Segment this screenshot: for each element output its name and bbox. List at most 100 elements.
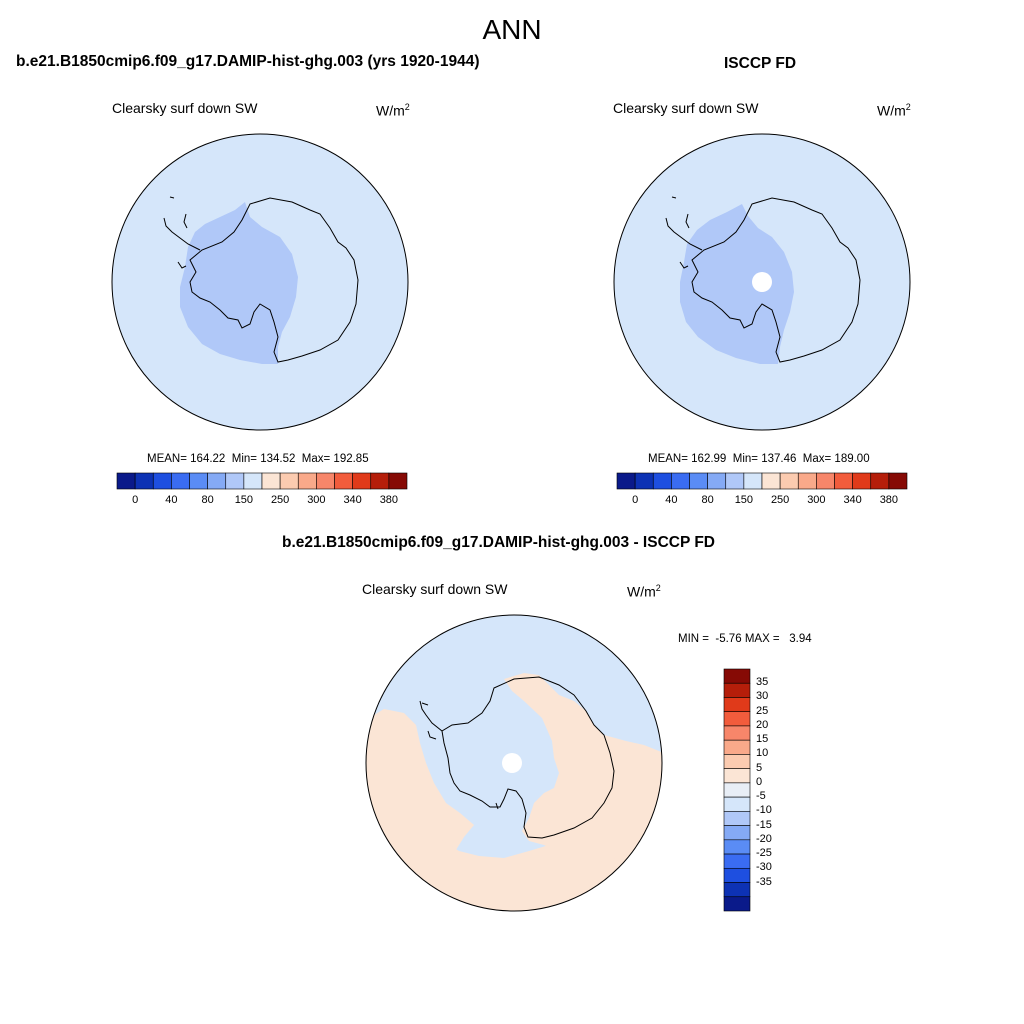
diff-panel-title: b.e21.B1850cmip6.f09_g17.DAMIP-hist-ghg.… bbox=[282, 534, 715, 551]
colorbar-swatch bbox=[723, 725, 751, 741]
colorbar-swatch bbox=[723, 839, 751, 855]
colorbar-tick-label: 150 bbox=[734, 494, 754, 506]
colorbar-swatch bbox=[297, 472, 317, 490]
colorbar-tick-label: -35 bbox=[756, 875, 772, 888]
colorbar-tick-label: 0 bbox=[756, 775, 763, 788]
obs-units-label: W/m2 bbox=[877, 102, 911, 119]
obs-map-border bbox=[613, 133, 911, 431]
model-peninsula bbox=[163, 217, 201, 251]
colorbar-tick-label: 10 bbox=[756, 747, 769, 760]
colorbar-swatch bbox=[723, 782, 751, 798]
colorbar-swatch bbox=[279, 472, 299, 490]
colorbar-swatch bbox=[816, 472, 835, 490]
obs-low-region bbox=[680, 204, 794, 364]
diff-units-label: W/m2 bbox=[627, 583, 661, 600]
obs-colorbar bbox=[616, 472, 908, 490]
diff-peninsula bbox=[419, 700, 443, 732]
colorbar-swatch bbox=[616, 472, 636, 490]
colorbar-swatch bbox=[171, 472, 190, 490]
colorbar-tick-label: 250 bbox=[770, 494, 790, 506]
model-low-region bbox=[180, 202, 298, 364]
colorbar-swatch bbox=[723, 811, 751, 826]
colorbar-tick-label: -5 bbox=[756, 790, 766, 803]
obs-missing-pole bbox=[752, 272, 772, 292]
colorbar-tick-label: 40 bbox=[665, 494, 678, 506]
colorbar-tick-label: 25 bbox=[756, 704, 769, 717]
model-colorbar bbox=[116, 472, 408, 490]
colorbar-swatch bbox=[671, 472, 690, 490]
model-stats: MEAN= 164.22 Min= 134.52 Max= 192.85 bbox=[147, 453, 369, 465]
colorbar-swatch bbox=[261, 472, 281, 490]
colorbar-tick-label: 300 bbox=[807, 494, 826, 506]
diff-positive-south bbox=[424, 828, 624, 911]
colorbar-swatch bbox=[723, 668, 751, 684]
colorbar-swatch bbox=[723, 682, 751, 698]
colorbar-tick-label: 80 bbox=[201, 494, 214, 506]
model-islands bbox=[169, 196, 188, 269]
colorbar-swatch bbox=[689, 472, 708, 490]
colorbar-swatch bbox=[352, 472, 372, 490]
colorbar-tick-label: 380 bbox=[879, 494, 899, 506]
colorbar-swatch bbox=[243, 472, 263, 490]
colorbar-swatch bbox=[725, 472, 745, 490]
colorbar-tick-label: -25 bbox=[756, 847, 772, 860]
colorbar-tick-label: 380 bbox=[379, 494, 399, 506]
diff-map-border bbox=[365, 614, 663, 912]
colorbar-swatch bbox=[723, 825, 751, 841]
model-map bbox=[111, 133, 409, 431]
colorbar-swatch bbox=[388, 472, 408, 490]
colorbar-swatch bbox=[316, 472, 335, 490]
colorbar-tick-label: 250 bbox=[270, 494, 290, 506]
colorbar-tick-label: 340 bbox=[843, 494, 862, 506]
colorbar-swatch bbox=[225, 472, 245, 490]
colorbar-swatch bbox=[152, 472, 172, 490]
colorbar-tick-label: 0 bbox=[632, 494, 639, 506]
colorbar-swatch bbox=[723, 896, 751, 912]
colorbar-swatch bbox=[870, 472, 890, 490]
colorbar-tick-label: -30 bbox=[756, 861, 772, 874]
colorbar-swatch bbox=[723, 853, 751, 869]
colorbar-tick-label: -20 bbox=[756, 832, 772, 845]
colorbar-swatch bbox=[723, 867, 751, 883]
colorbar-swatch bbox=[888, 472, 908, 490]
figure-title: ANN bbox=[482, 14, 542, 45]
diff-coastline bbox=[441, 676, 615, 839]
colorbar-swatch bbox=[723, 796, 751, 812]
colorbar-swatch bbox=[723, 739, 751, 755]
colorbar-swatch bbox=[134, 472, 154, 490]
colorbar-tick-label: 20 bbox=[756, 718, 769, 731]
obs-coastline bbox=[691, 197, 861, 363]
colorbar-swatch bbox=[797, 472, 817, 490]
diff-colorbar bbox=[723, 668, 751, 912]
colorbar-tick-label: 15 bbox=[756, 733, 769, 746]
diff-positive-patch bbox=[379, 648, 385, 662]
model-panel-title: b.e21.B1850cmip6.f09_g17.DAMIP-hist-ghg.… bbox=[16, 53, 480, 70]
colorbar-tick-label: 0 bbox=[132, 494, 139, 506]
colorbar-tick-label: 340 bbox=[343, 494, 362, 506]
obs-peninsula bbox=[665, 217, 703, 251]
obs-panel-title: ISCCP FD bbox=[724, 55, 797, 72]
obs-islands bbox=[671, 196, 690, 269]
colorbar-swatch bbox=[723, 711, 751, 727]
colorbar-swatch bbox=[723, 882, 751, 898]
colorbar-swatch bbox=[334, 472, 353, 490]
colorbar-swatch bbox=[761, 472, 781, 490]
model-map-border bbox=[111, 133, 409, 431]
diff-positive-east bbox=[504, 673, 662, 911]
colorbar-tick-label: 80 bbox=[701, 494, 714, 506]
colorbar-swatch bbox=[207, 472, 227, 490]
colorbar-swatch bbox=[723, 768, 751, 784]
colorbar-swatch bbox=[634, 472, 654, 490]
colorbar-tick-label: 300 bbox=[307, 494, 326, 506]
colorbar-tick-label: 150 bbox=[234, 494, 254, 506]
colorbar-swatch bbox=[779, 472, 799, 490]
obs-map bbox=[613, 133, 911, 431]
model-units-label: W/m2 bbox=[376, 102, 410, 119]
diff-islands bbox=[421, 702, 499, 810]
colorbar-swatch bbox=[834, 472, 853, 490]
diff-variable-label: Clearsky surf down SW bbox=[362, 581, 508, 597]
colorbar-tick-label: 35 bbox=[756, 676, 769, 689]
colorbar-swatch bbox=[852, 472, 872, 490]
obs-variable-label: Clearsky surf down SW bbox=[613, 100, 759, 116]
model-variable-label: Clearsky surf down SW bbox=[112, 100, 258, 116]
